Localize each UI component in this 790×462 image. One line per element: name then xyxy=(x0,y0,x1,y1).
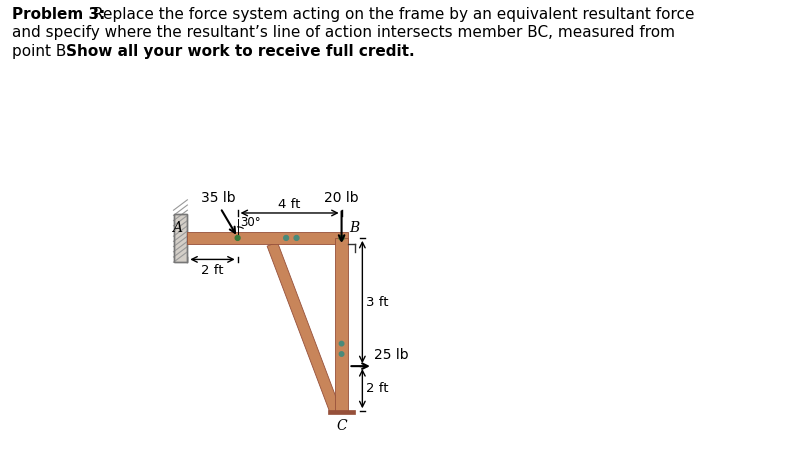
Text: C: C xyxy=(337,419,347,433)
Text: Show all your work to receive full credit.: Show all your work to receive full credi… xyxy=(66,44,414,59)
Text: 20 lb: 20 lb xyxy=(324,191,359,205)
Bar xyxy=(335,238,348,411)
Circle shape xyxy=(284,236,288,240)
Circle shape xyxy=(339,236,344,240)
Circle shape xyxy=(340,352,344,356)
Text: and specify where the resultant’s line of action intersects member BC, measured : and specify where the resultant’s line o… xyxy=(12,25,675,40)
Circle shape xyxy=(235,236,240,240)
Text: 2 ft: 2 ft xyxy=(201,263,224,277)
Circle shape xyxy=(294,236,299,240)
Bar xyxy=(174,213,187,262)
Text: Replace the force system acting on the frame by an equivalent resultant force: Replace the force system acting on the f… xyxy=(93,7,694,22)
Text: B: B xyxy=(349,221,359,235)
Text: 30°: 30° xyxy=(240,216,261,229)
Bar xyxy=(187,232,348,244)
Text: 25 lb: 25 lb xyxy=(374,348,409,362)
Text: 4 ft: 4 ft xyxy=(278,198,301,211)
Text: point B.: point B. xyxy=(12,44,76,59)
Text: Problem 3:: Problem 3: xyxy=(12,7,105,22)
Text: A: A xyxy=(172,221,182,235)
Text: 35 lb: 35 lb xyxy=(201,191,236,205)
Circle shape xyxy=(340,341,344,346)
Polygon shape xyxy=(267,242,340,413)
Text: 2 ft: 2 ft xyxy=(366,382,389,395)
Text: 3 ft: 3 ft xyxy=(366,296,389,309)
Bar xyxy=(329,410,355,414)
Bar xyxy=(174,213,187,262)
